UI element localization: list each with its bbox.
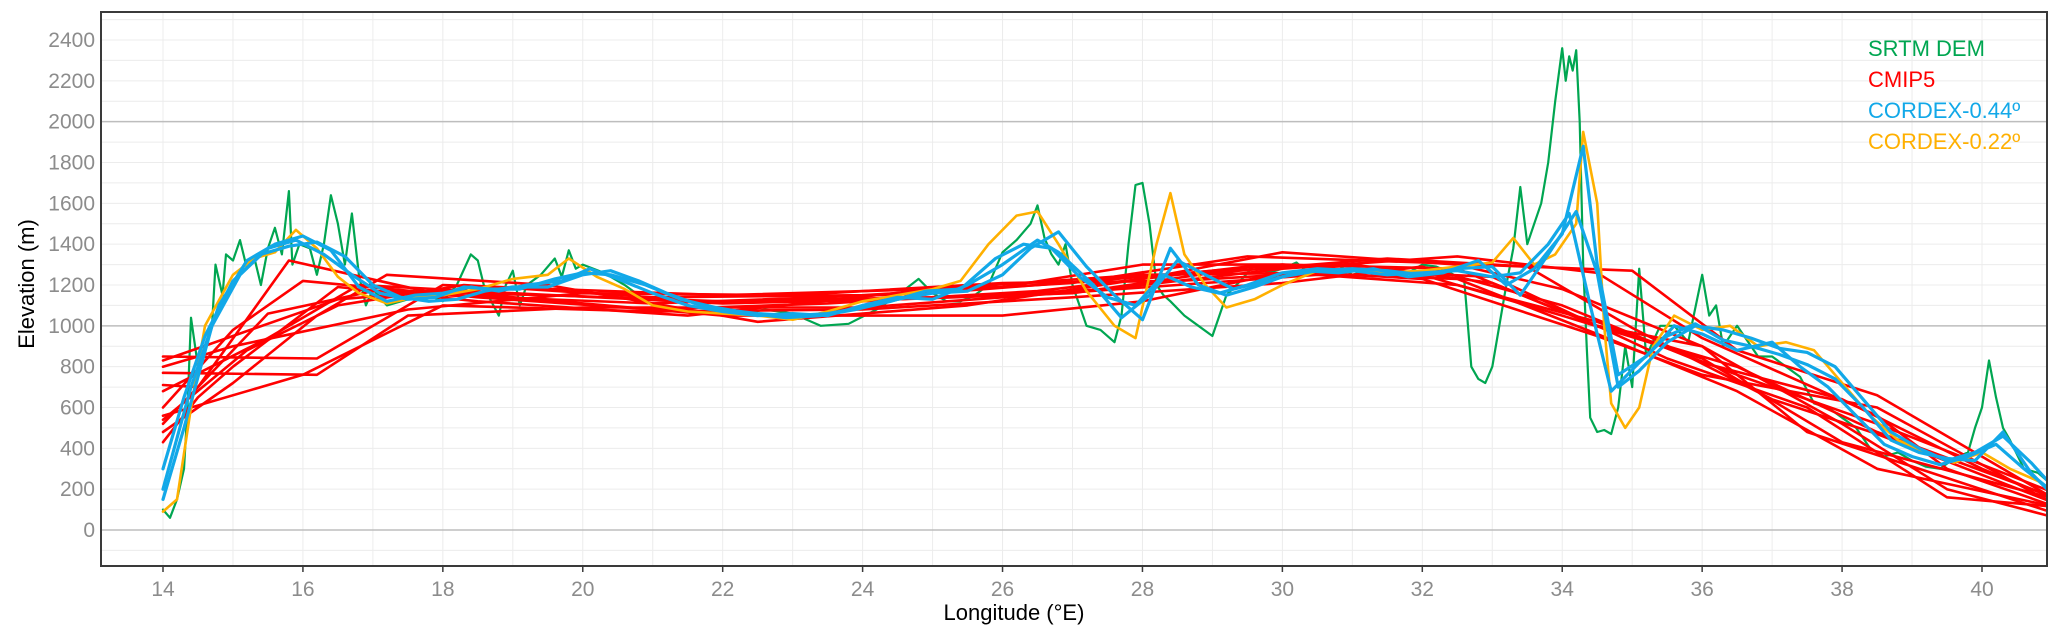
y-tick-label: 2200 <box>48 70 95 93</box>
y-axis-title: Elevation (m) <box>14 219 39 349</box>
y-tick-label: 1800 <box>48 152 95 175</box>
series-line-cordex-0-44 <box>161 211 2047 501</box>
x-axis-title: Longitude (°E) <box>944 600 1085 625</box>
y-tick-label: 2000 <box>48 111 95 134</box>
x-tick-label: 40 <box>1970 578 1993 601</box>
x-tick-label: 36 <box>1690 578 1713 601</box>
x-tick-label: 30 <box>1271 578 1294 601</box>
y-tick-label: 1000 <box>48 315 95 338</box>
x-tick-label: 24 <box>851 578 875 601</box>
x-tick-label: 22 <box>711 578 734 601</box>
x-tick-label: 20 <box>571 578 594 601</box>
series-line-cmip5 <box>161 259 2047 499</box>
series-lines <box>161 47 2047 519</box>
legend-entry: CORDEX-0.22º <box>1868 129 2020 154</box>
series-cmip5 <box>161 251 2047 517</box>
x-tick-label: 34 <box>1551 578 1575 601</box>
y-tick-label: 800 <box>60 356 95 379</box>
series-cordex-0-44 <box>161 144 2047 501</box>
y-tick-label: 0 <box>83 519 95 542</box>
x-tick-label: 26 <box>991 578 1014 601</box>
x-tick-label: 38 <box>1830 578 1853 601</box>
series-line-cmip5 <box>161 263 2047 517</box>
x-tick-label: 32 <box>1411 578 1434 601</box>
legend-entry: CORDEX-0.44º <box>1868 98 2020 123</box>
plot-frame <box>100 11 2048 567</box>
y-tick-label: 1200 <box>48 274 95 297</box>
y-tick-label: 1600 <box>48 192 95 215</box>
x-tick-label: 18 <box>431 578 454 601</box>
x-tick-label: 28 <box>1131 578 1154 601</box>
legend-entry: CMIP5 <box>1868 67 1935 92</box>
legend-entry: SRTM DEM <box>1868 36 1985 61</box>
legend: SRTM DEM CMIP5 CORDEX-0.44º CORDEX-0.22º <box>1868 36 2020 154</box>
y-tick-label: 200 <box>60 478 95 501</box>
axis-ticks: 14 16 18 20 22 24 26 28 30 32 34 36 38 40020040060080… <box>48 29 1993 601</box>
y-tick-label: 2400 <box>48 29 95 52</box>
x-tick-label: 16 <box>291 578 314 601</box>
y-tick-label: 600 <box>60 397 95 420</box>
y-tick-label: 1400 <box>48 233 95 256</box>
y-tick-label: 400 <box>60 437 95 460</box>
grid <box>101 12 2047 566</box>
x-tick-label: 14 <box>151 578 175 601</box>
